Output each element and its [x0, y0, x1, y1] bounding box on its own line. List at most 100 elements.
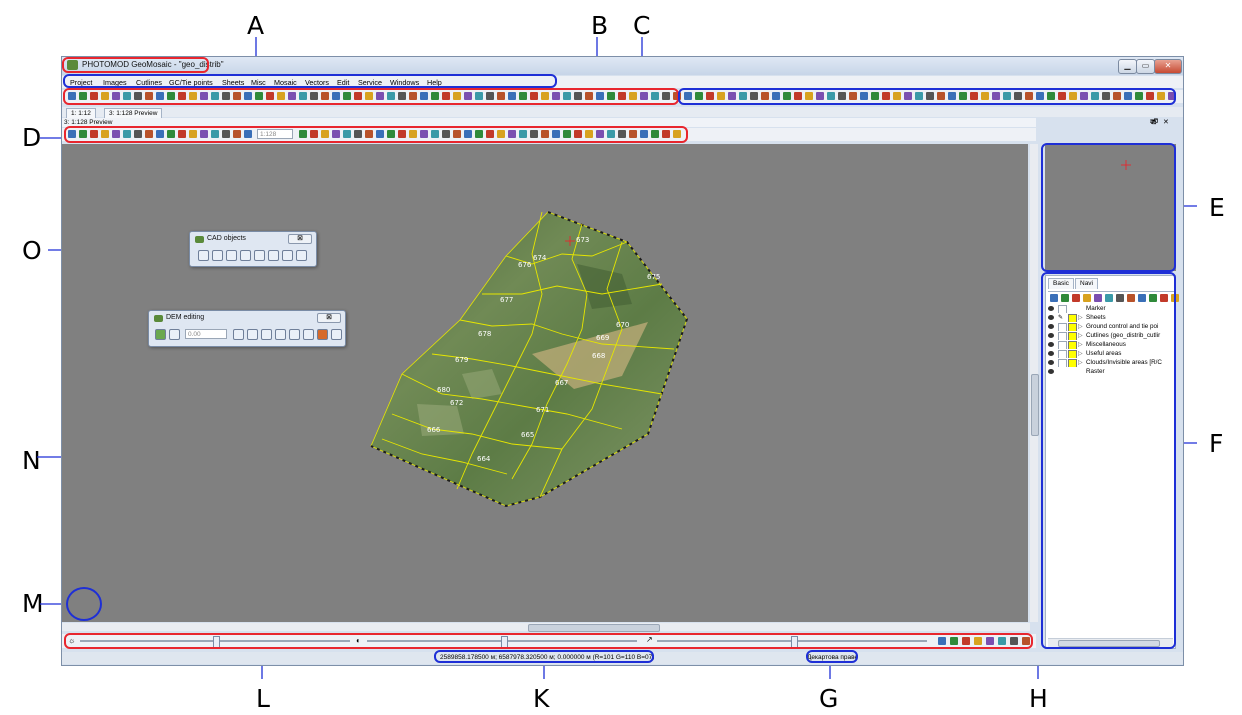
- dem-tool-button-0[interactable]: [155, 329, 166, 340]
- cad-tool-button-6[interactable]: [282, 250, 293, 261]
- view-tool-button-12[interactable]: [200, 130, 208, 138]
- zoom-field[interactable]: 1:128: [257, 129, 293, 139]
- toolbar-button-15[interactable]: [233, 92, 241, 100]
- view-tool-button-23[interactable]: [365, 130, 373, 138]
- view-tool-button-15[interactable]: [233, 130, 241, 138]
- lock-checkbox[interactable]: [1058, 305, 1067, 313]
- channel-button-7[interactable]: [1022, 637, 1030, 645]
- view-tool-button-8[interactable]: [156, 130, 164, 138]
- eye-icon[interactable]: [1048, 360, 1054, 365]
- toolbar-button-2[interactable]: [90, 92, 98, 100]
- lock-checkbox[interactable]: [1058, 350, 1067, 358]
- eye-icon[interactable]: [1048, 324, 1054, 329]
- view-tool-button-47[interactable]: [629, 130, 637, 138]
- toolbar-button-36[interactable]: [464, 92, 472, 100]
- toolbar-button-47[interactable]: [585, 92, 593, 100]
- view-tool-button-17[interactable]: [299, 130, 307, 138]
- toolbar-button-46[interactable]: [574, 92, 582, 100]
- color-swatch[interactable]: [1068, 314, 1077, 322]
- toolbar-button-33[interactable]: [431, 92, 439, 100]
- toolbar-button-90[interactable]: [1058, 92, 1066, 100]
- color-swatch[interactable]: [1068, 359, 1077, 367]
- toolbar-button-63[interactable]: [761, 92, 769, 100]
- toolbar-button-51[interactable]: [629, 92, 637, 100]
- cad-tool-button-7[interactable]: [296, 250, 307, 261]
- layer-horizontal-scrollbar[interactable]: [1048, 638, 1173, 647]
- toolbar-button-89[interactable]: [1047, 92, 1055, 100]
- expand-icon[interactable]: ▷: [1078, 342, 1083, 348]
- toolbar-button-79[interactable]: [937, 92, 945, 100]
- toolbar-button-48[interactable]: [596, 92, 604, 100]
- toolbar-button-61[interactable]: [739, 92, 747, 100]
- mosaic-view[interactable]: 673 674 675 676 677 678 679 680 667 668 …: [62, 144, 1028, 622]
- cad-tool-button-2[interactable]: [226, 250, 237, 261]
- layer-tool-button-2[interactable]: [1072, 294, 1080, 302]
- layer-row-cutlines[interactable]: ▷ Cutlines (geo_distrib_cutlir: [1048, 332, 1174, 340]
- lock-checkbox[interactable]: [1058, 332, 1067, 340]
- eye-icon[interactable]: [1048, 333, 1054, 338]
- toolbar-button-70[interactable]: [838, 92, 846, 100]
- expand-icon[interactable]: ▷: [1078, 324, 1083, 330]
- eye-icon[interactable]: [1048, 306, 1054, 311]
- view-tool-button-51[interactable]: [673, 130, 681, 138]
- toolbar-button-27[interactable]: [365, 92, 373, 100]
- view-tool-button-34[interactable]: [486, 130, 494, 138]
- toolbar-button-67[interactable]: [805, 92, 813, 100]
- horizontal-scroll-thumb[interactable]: [528, 624, 660, 632]
- palette-close-button[interactable]: ⊠: [317, 313, 341, 323]
- view-tool-button-39[interactable]: [541, 130, 549, 138]
- view-tool-button-40[interactable]: [552, 130, 560, 138]
- layer-tool-button-8[interactable]: [1138, 294, 1146, 302]
- toolbar-button-75[interactable]: [893, 92, 901, 100]
- view-tool-button-43[interactable]: [585, 130, 593, 138]
- lock-checkbox[interactable]: [1058, 323, 1067, 331]
- dem-tool-button-3[interactable]: [247, 329, 258, 340]
- expand-icon[interactable]: ▷: [1078, 360, 1083, 366]
- view-tool-button-5[interactable]: [123, 130, 131, 138]
- toolbar-button-83[interactable]: [981, 92, 989, 100]
- close-view-icon[interactable]: ✕: [1162, 119, 1169, 126]
- toolbar-button-72[interactable]: [860, 92, 868, 100]
- menu-gc-tie-points[interactable]: GC/Tie points: [169, 78, 213, 87]
- color-swatch[interactable]: [1068, 341, 1077, 349]
- channel-button-6[interactable]: [1010, 637, 1018, 645]
- toolbar-button-66[interactable]: [794, 92, 802, 100]
- toolbar-button-78[interactable]: [926, 92, 934, 100]
- view-tool-button-50[interactable]: [662, 130, 670, 138]
- toolbar-button-39[interactable]: [497, 92, 505, 100]
- toolbar-button-88[interactable]: [1036, 92, 1044, 100]
- menu-service[interactable]: Service: [358, 78, 382, 87]
- expand-icon[interactable]: ▷: [1078, 333, 1083, 339]
- dem-tool-button-1[interactable]: [169, 329, 180, 340]
- view-tool-button-22[interactable]: [354, 130, 362, 138]
- toolbar-button-96[interactable]: [1124, 92, 1132, 100]
- layer-row-marker[interactable]: Marker: [1048, 305, 1174, 313]
- view-tool-button-26[interactable]: [398, 130, 406, 138]
- toolbar-button-94[interactable]: [1102, 92, 1110, 100]
- dem-tool-button-4[interactable]: [261, 329, 272, 340]
- toolbar-button-82[interactable]: [970, 92, 978, 100]
- toolbar-button-50[interactable]: [618, 92, 626, 100]
- toolbar-button-34[interactable]: [442, 92, 450, 100]
- toolbar-button-8[interactable]: [156, 92, 164, 100]
- menu-vectors[interactable]: Vectors: [305, 78, 329, 87]
- toolbar-button-65[interactable]: [783, 92, 791, 100]
- menu-mosaic[interactable]: Mosaic: [274, 78, 297, 87]
- menu-windows[interactable]: Windows: [390, 78, 420, 87]
- layer-tool-button-10[interactable]: [1160, 294, 1168, 302]
- pencil-icon[interactable]: ✎: [1058, 315, 1064, 321]
- toolbar-button-95[interactable]: [1113, 92, 1121, 100]
- view-tool-button-31[interactable]: [453, 130, 461, 138]
- eye-icon[interactable]: [1048, 369, 1054, 374]
- view-tool-button-48[interactable]: [640, 130, 648, 138]
- toolbar-button-1[interactable]: [79, 92, 87, 100]
- toolbar-button-98[interactable]: [1146, 92, 1154, 100]
- cad-tool-button-1[interactable]: [212, 250, 223, 261]
- view-tool-button-37[interactable]: [519, 130, 527, 138]
- toolbar-button-12[interactable]: [200, 92, 208, 100]
- expand-icon[interactable]: ▷: [1078, 351, 1083, 357]
- toolbar-button-53[interactable]: [651, 92, 659, 100]
- map-canvas[interactable]: 673 674 675 676 677 678 679 680 667 668 …: [62, 144, 1028, 622]
- view-tool-button-25[interactable]: [387, 130, 395, 138]
- dem-editing-palette[interactable]: DEM editing ⊠ 0.00: [148, 310, 346, 347]
